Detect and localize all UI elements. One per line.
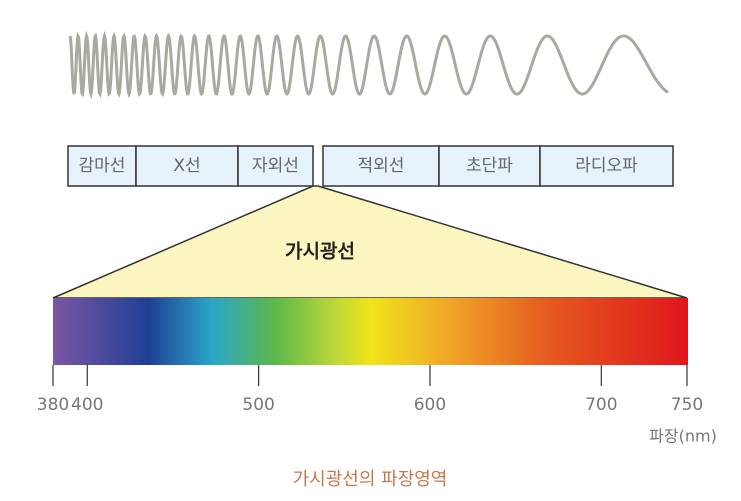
band-box xyxy=(539,145,674,187)
band-row: 감마선 X선 자외선 적외선 초단파 라디오파 xyxy=(67,145,674,187)
band-label: 라디오파 xyxy=(575,156,638,176)
visible-spectrum xyxy=(53,298,688,365)
band-box xyxy=(67,145,137,187)
tick-label: 500 xyxy=(242,395,274,415)
band-label: 적외선 xyxy=(358,156,405,176)
visible-label: 가시광선 xyxy=(285,241,355,263)
band-box xyxy=(237,145,314,187)
caption: 가시광선의 파장영역 xyxy=(293,469,448,490)
tick-label: 400 xyxy=(71,395,103,415)
unit-label: 파장(nm) xyxy=(649,427,717,446)
band-label: 자외선 xyxy=(252,156,299,176)
tick-label: 600 xyxy=(414,395,446,415)
band-box xyxy=(438,145,541,187)
visible-range-wedge xyxy=(52,185,688,299)
band-label: 감마선 xyxy=(79,156,126,176)
tick-label: 380 xyxy=(37,395,69,415)
band-box xyxy=(135,145,239,187)
tick-label: 700 xyxy=(585,395,617,415)
tick-label: 750 xyxy=(671,395,703,415)
axis: 380 400 500 600 700 750 xyxy=(37,365,703,415)
band-label: X선 xyxy=(173,156,200,176)
wave xyxy=(68,30,669,100)
band-label: 초단파 xyxy=(466,156,513,176)
